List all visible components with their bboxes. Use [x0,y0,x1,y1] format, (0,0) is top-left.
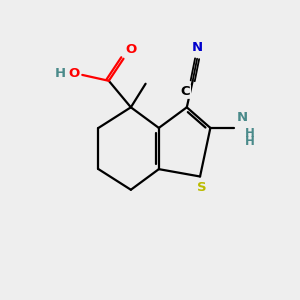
Text: C: C [181,85,190,98]
Text: N: N [237,111,248,124]
Text: H: H [55,67,66,80]
Text: O: O [69,67,80,80]
Text: O: O [125,43,136,56]
Text: H: H [245,135,255,148]
Text: S: S [197,181,206,194]
Text: H: H [245,127,255,140]
Text: N: N [191,41,203,54]
